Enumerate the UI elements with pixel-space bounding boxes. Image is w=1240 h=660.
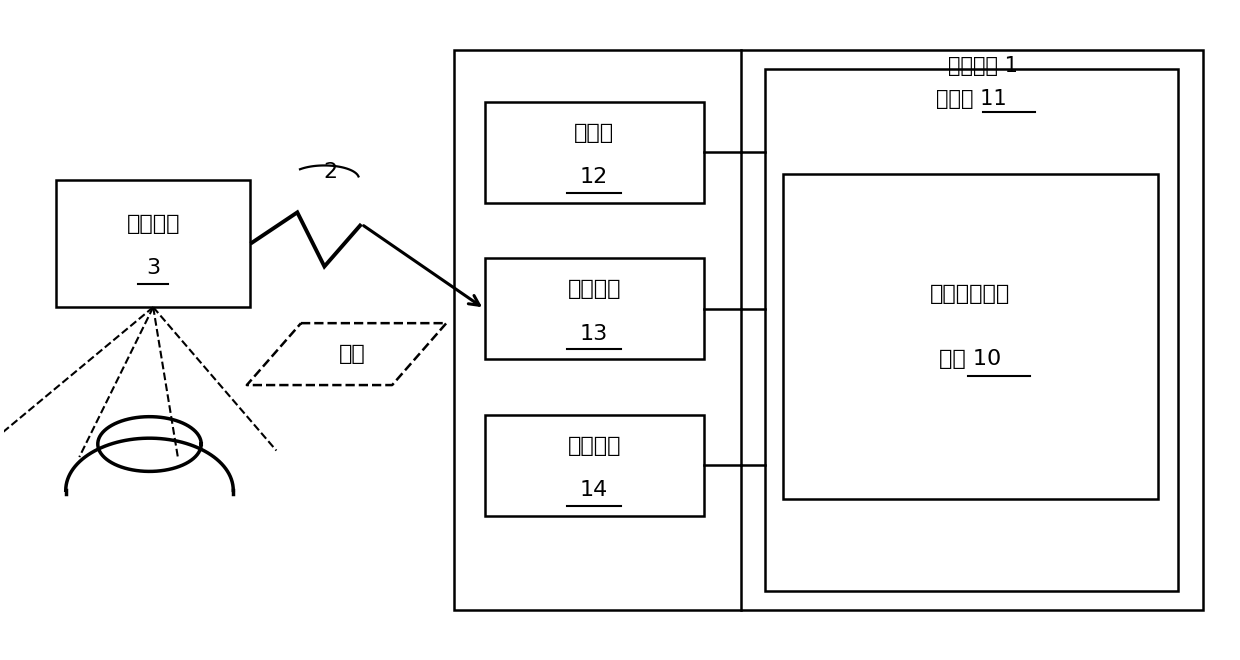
FancyBboxPatch shape bbox=[485, 414, 704, 515]
FancyBboxPatch shape bbox=[782, 174, 1158, 500]
FancyBboxPatch shape bbox=[765, 69, 1178, 591]
Text: 12: 12 bbox=[580, 167, 609, 187]
Text: 处理器: 处理器 bbox=[574, 123, 614, 143]
Text: 2: 2 bbox=[324, 162, 337, 182]
FancyBboxPatch shape bbox=[485, 258, 704, 359]
Text: 3: 3 bbox=[146, 259, 160, 279]
FancyBboxPatch shape bbox=[454, 50, 1203, 611]
Text: 程序 10: 程序 10 bbox=[939, 349, 1002, 370]
FancyBboxPatch shape bbox=[56, 180, 250, 307]
Text: 计算装置 1: 计算装置 1 bbox=[949, 56, 1018, 76]
Text: 人物性格分析: 人物性格分析 bbox=[930, 284, 1011, 304]
Text: 14: 14 bbox=[580, 480, 609, 500]
FancyBboxPatch shape bbox=[485, 102, 704, 203]
Text: 13: 13 bbox=[580, 323, 609, 344]
Text: 存储器 11: 存储器 11 bbox=[936, 88, 1007, 109]
Text: 网络接口: 网络接口 bbox=[568, 279, 621, 299]
Text: 摄像装置: 摄像装置 bbox=[126, 214, 180, 234]
Text: 通信总线: 通信总线 bbox=[568, 436, 621, 455]
Text: 视频: 视频 bbox=[340, 344, 366, 364]
